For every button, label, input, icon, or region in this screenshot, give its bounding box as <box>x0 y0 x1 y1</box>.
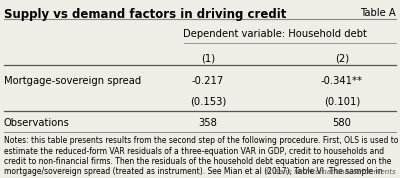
Text: -0.217: -0.217 <box>192 76 224 86</box>
Text: (0.153): (0.153) <box>190 96 226 106</box>
Text: 358: 358 <box>198 118 218 128</box>
Text: Supply vs demand factors in driving credit: Supply vs demand factors in driving cred… <box>4 8 286 21</box>
Text: Mortgage-sovereign spread: Mortgage-sovereign spread <box>4 76 141 86</box>
Text: Dependent variable: Household debt: Dependent variable: Household debt <box>183 29 367 39</box>
Text: (1): (1) <box>201 53 215 63</box>
Text: -0.341**: -0.341** <box>321 76 363 86</box>
Text: © Bank for International Settlements: © Bank for International Settlements <box>265 169 396 175</box>
Text: Table A: Table A <box>360 8 396 18</box>
Text: 580: 580 <box>332 118 352 128</box>
Text: Observations: Observations <box>4 118 70 128</box>
Text: (0.101): (0.101) <box>324 96 360 106</box>
Text: Notes: this table presents results from the second step of the following procedu: Notes: this table presents results from … <box>4 136 398 178</box>
Text: (2): (2) <box>335 53 349 63</box>
